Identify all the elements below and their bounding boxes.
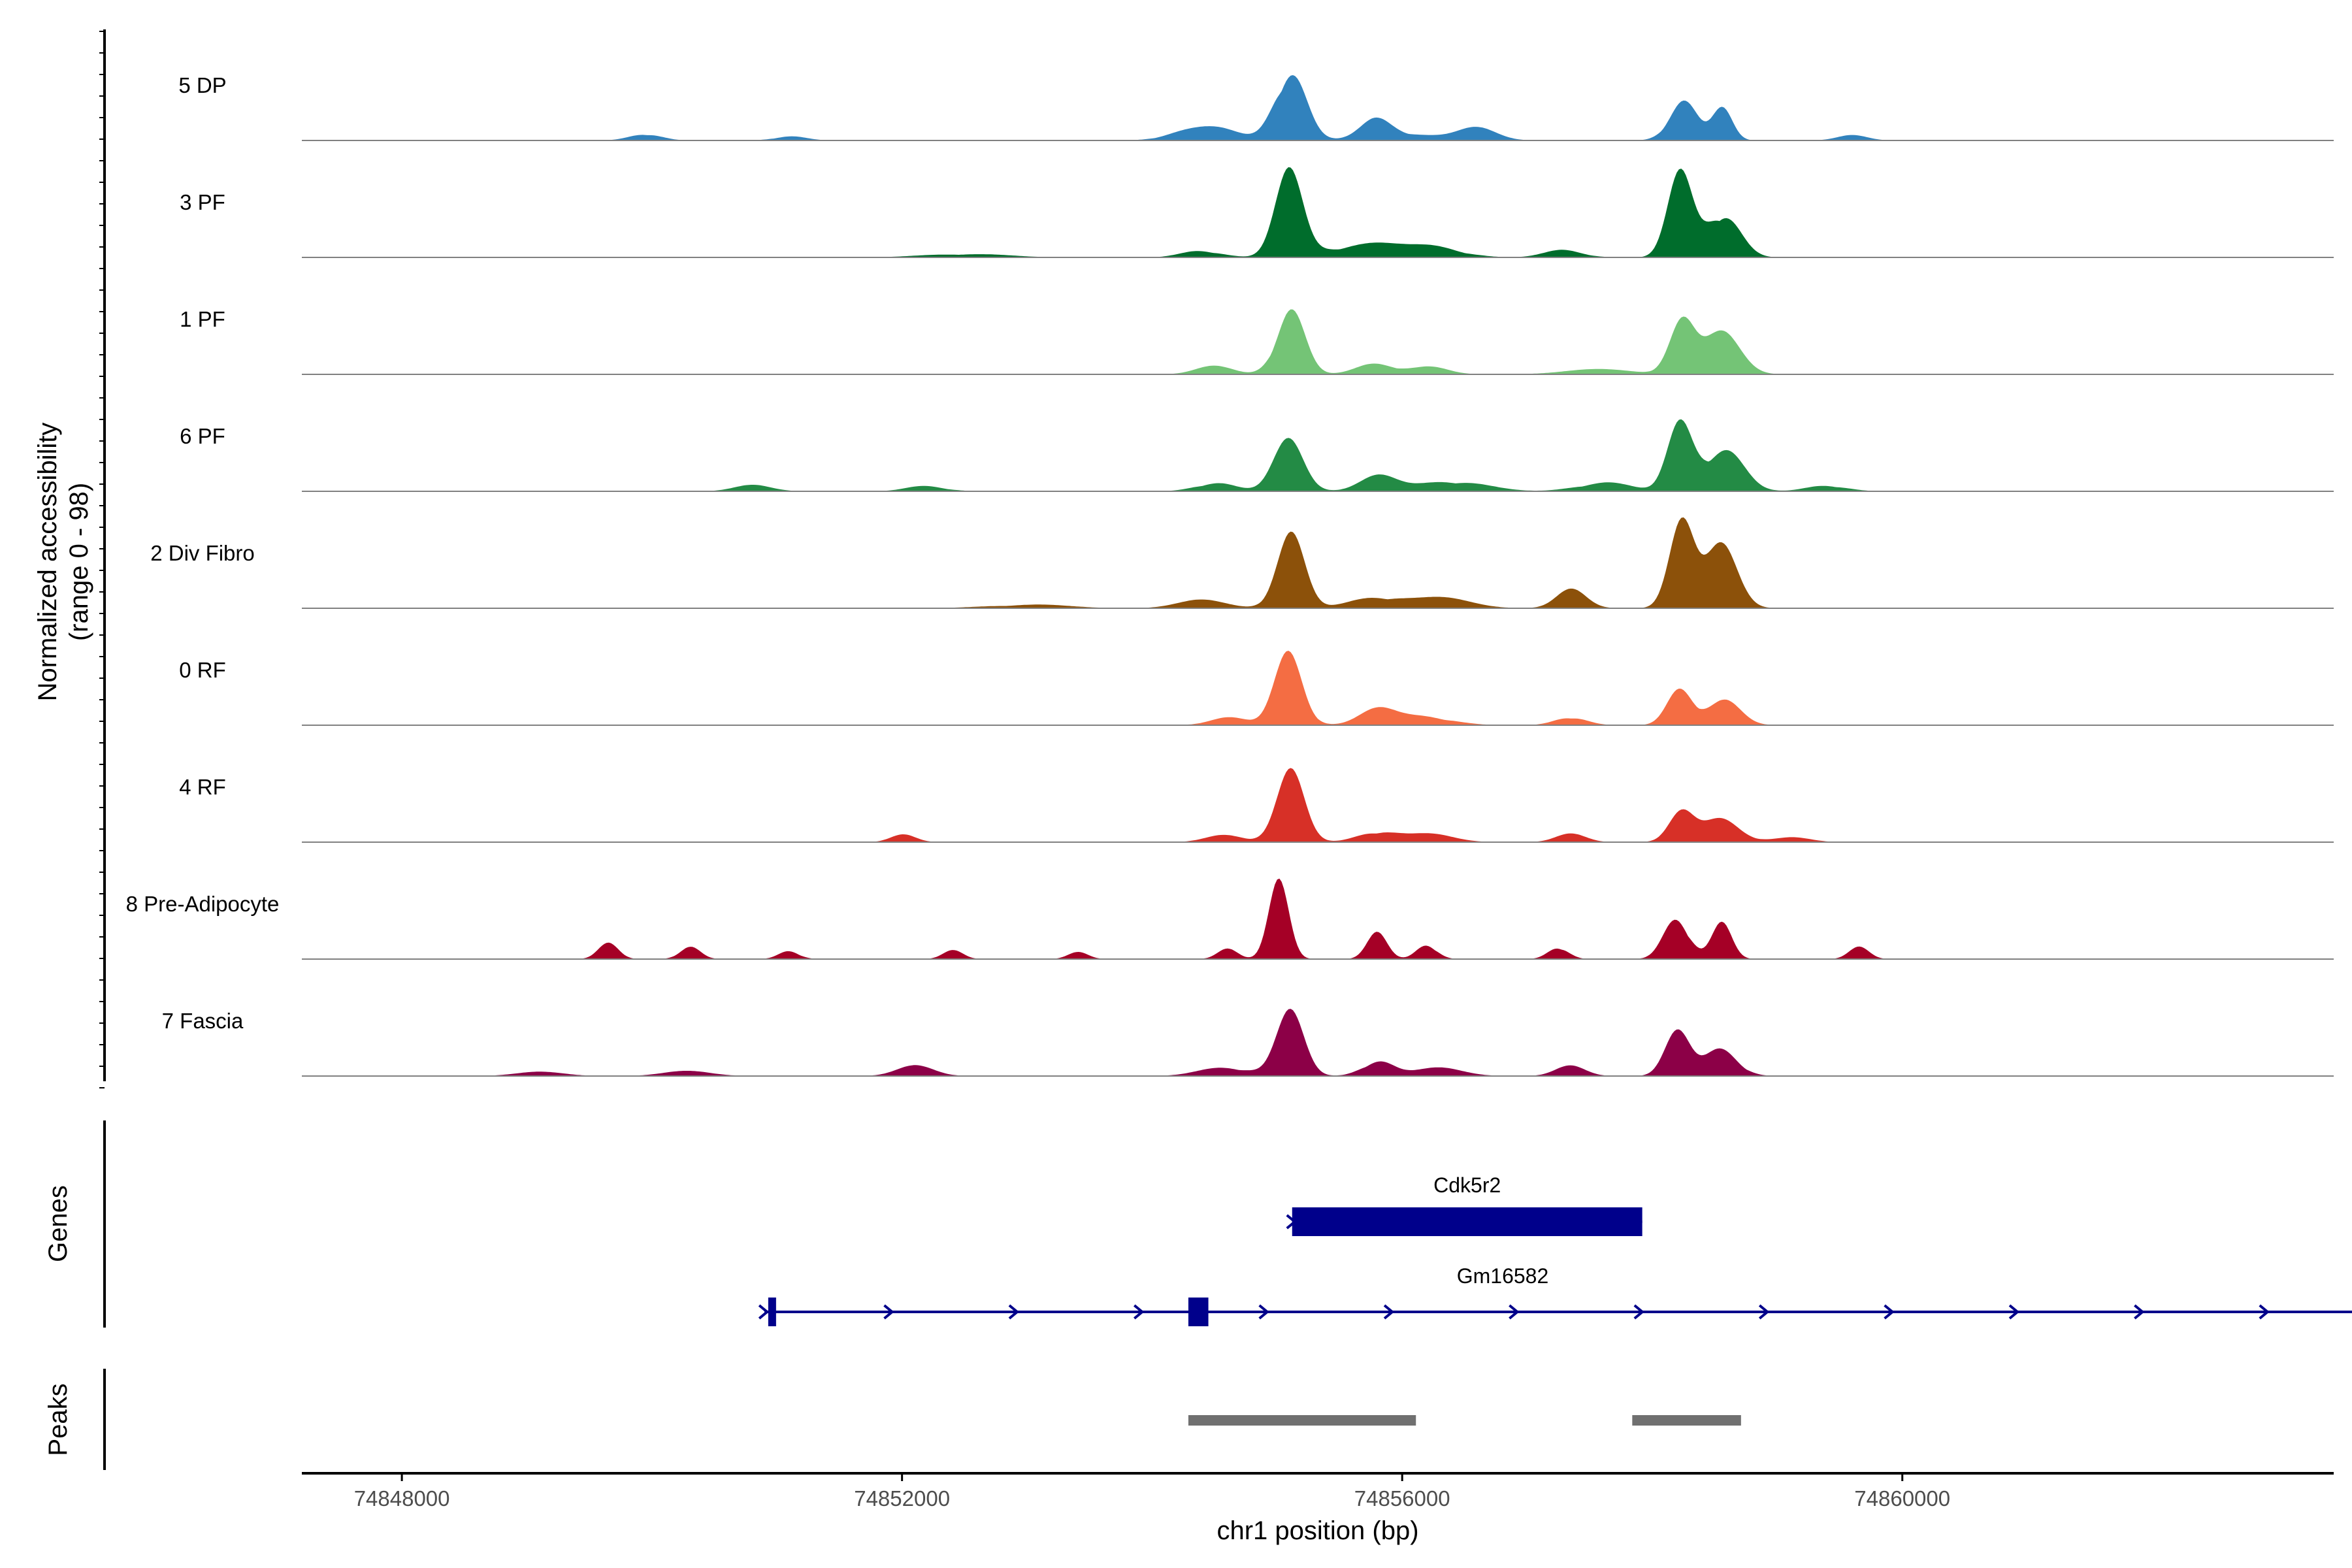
y-axis-title: Normalized accessibility (range 0 - 98) — [33, 423, 93, 702]
gene-strand-arrow — [2134, 1304, 2145, 1320]
gene-exon — [1292, 1207, 1642, 1236]
track-0-rf: 0 RF — [179, 651, 2334, 726]
coverage-area — [302, 878, 2334, 959]
track-8-pre-adipocyte: 8 Pre-Adipocyte — [126, 878, 2334, 960]
coverage-area — [302, 309, 2334, 374]
gene-strand-arrow — [2259, 1304, 2270, 1320]
track-7-fascia: 7 Fascia — [162, 1009, 2334, 1077]
gene-strand-arrow — [1633, 1304, 1644, 1320]
gene-strand-arrow — [1258, 1304, 1269, 1320]
coverage-area — [302, 517, 2334, 608]
gene-gm16582: Gm16582 — [758, 1264, 2352, 1326]
y-axis-ticks — [99, 31, 105, 1088]
track-label: 3 PF — [180, 190, 225, 214]
track-5-dp: 5 DP — [178, 73, 2334, 141]
gene-annotations: Cdk5r2 Gm16582 — [758, 1173, 2352, 1326]
coverage-area — [302, 167, 2334, 257]
gene-cdk5r2: Cdk5r2 — [1286, 1173, 1642, 1236]
peak-region — [1632, 1415, 1741, 1426]
track-1-pf: 1 PF — [180, 307, 2334, 375]
gene-strand-arrow — [758, 1304, 770, 1320]
track-label: 8 Pre-Adipocyte — [126, 892, 280, 916]
track-2-div-fibro: 2 Div Fibro — [150, 517, 2334, 609]
gene-strand-arrow — [1884, 1304, 1895, 1320]
genes-panel-label: Genes — [44, 1185, 73, 1262]
x-tick-label: 74860000 — [1854, 1486, 1950, 1511]
gene-label: Cdk5r2 — [1433, 1173, 1501, 1197]
gene-strand-arrow — [1758, 1304, 1770, 1320]
track-label: 0 RF — [179, 658, 226, 682]
x-tick-label: 74856000 — [1354, 1486, 1450, 1511]
gene-strand-arrow — [1133, 1304, 1145, 1320]
gene-label: Gm16582 — [1457, 1264, 1549, 1288]
peak-region — [1188, 1415, 1416, 1426]
track-label: 2 Div Fibro — [150, 541, 255, 565]
coverage-area — [302, 419, 2334, 491]
gene-strand-arrow — [1383, 1304, 1395, 1320]
gene-strand-arrow — [2008, 1304, 2020, 1320]
x-tick-label: 74848000 — [354, 1486, 450, 1511]
coverage-area — [302, 651, 2334, 725]
track-label: 4 RF — [179, 775, 226, 799]
peaks-panel-label: Peaks — [44, 1383, 73, 1456]
gene-strand-arrow — [883, 1304, 894, 1320]
x-tick-label: 74852000 — [854, 1486, 950, 1511]
gene-exon — [1188, 1298, 1209, 1326]
track-3-pf: 3 PF — [180, 167, 2334, 258]
track-label: 7 Fascia — [162, 1009, 244, 1033]
gene-strand-arrow — [1008, 1304, 1020, 1320]
track-6-pf: 6 PF — [180, 419, 2334, 492]
gene-exon — [768, 1298, 776, 1326]
gene-strand-arrow — [1509, 1304, 1520, 1320]
x-axis-ticks: 74848000 74852000 74856000 74860000 — [354, 1473, 1950, 1511]
coverage-area — [302, 768, 2334, 842]
gene-strand-arrow — [1286, 1214, 1297, 1230]
accessibility-tracks: 5 DP 3 PF 1 PF 6 PF 2 Div Fibro 0 RF 4 RF 8 Pre… — [126, 73, 2334, 1077]
peak-regions — [1188, 1415, 1741, 1426]
x-axis-title: chr1 position (bp) — [1217, 1516, 1418, 1545]
y-axis-title-line2: (range 0 - 98) — [65, 483, 93, 641]
track-4-rf: 4 RF — [179, 768, 2334, 843]
track-label: 1 PF — [180, 307, 225, 331]
coverage-area — [302, 75, 2334, 140]
coverage-area — [302, 1009, 2334, 1076]
track-label: 6 PF — [180, 424, 225, 448]
y-axis-title-line1: Normalized accessibility — [33, 423, 62, 702]
track-label: 5 DP — [178, 73, 226, 97]
